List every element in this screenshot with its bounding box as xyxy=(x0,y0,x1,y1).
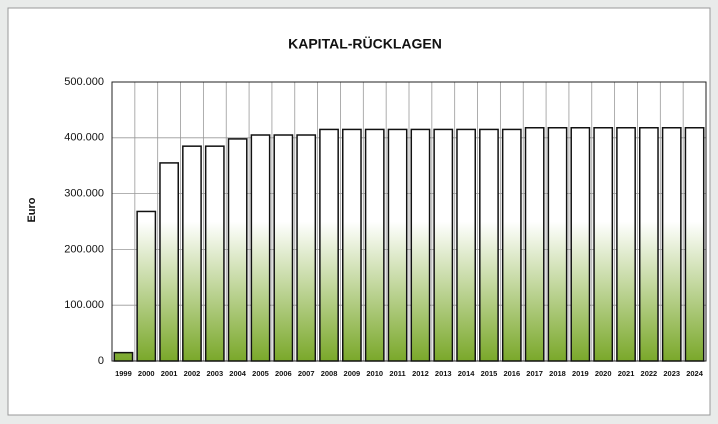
bar xyxy=(547,127,568,362)
x-tick-label: 2002 xyxy=(184,369,201,378)
bar xyxy=(159,162,180,362)
bar xyxy=(273,134,294,362)
x-tick-label: 2005 xyxy=(252,369,269,378)
x-tick-label: 2023 xyxy=(663,369,680,378)
bar xyxy=(570,127,591,362)
bar xyxy=(501,128,522,362)
x-tick-label: 2021 xyxy=(618,369,635,378)
bar xyxy=(593,127,614,362)
y-tick-label: 400.000 xyxy=(64,132,104,144)
x-tick-label: 2008 xyxy=(321,369,338,378)
x-tick-label: 2010 xyxy=(366,369,383,378)
bar xyxy=(638,127,659,362)
x-tick-label: 1999 xyxy=(115,369,132,378)
x-tick-label: 2006 xyxy=(275,369,292,378)
x-tick-label: 2009 xyxy=(344,369,361,378)
bar xyxy=(341,128,362,362)
bar xyxy=(296,134,317,362)
bar xyxy=(616,127,636,362)
x-tick-label: 2018 xyxy=(549,369,566,378)
bar xyxy=(410,128,431,362)
y-tick-label: 300.000 xyxy=(64,188,104,200)
x-tick-label: 2004 xyxy=(229,369,247,378)
bar xyxy=(433,128,454,362)
bar xyxy=(684,127,705,362)
bar xyxy=(524,127,545,362)
bar xyxy=(136,210,157,362)
bar xyxy=(661,127,682,362)
x-tick-label: 2003 xyxy=(206,369,223,378)
bar xyxy=(250,134,271,362)
bar xyxy=(113,351,134,362)
x-tick-label: 2015 xyxy=(481,369,498,378)
x-tick-label: 2011 xyxy=(389,369,405,378)
x-tick-label: 2012 xyxy=(412,369,429,378)
y-tick-label: 500.000 xyxy=(64,76,104,88)
bar xyxy=(182,145,202,362)
bar xyxy=(387,128,408,362)
bar xyxy=(479,128,499,362)
bar xyxy=(319,128,339,362)
bar xyxy=(204,145,225,362)
y-tick-label: 200.000 xyxy=(64,243,104,255)
chart-title: KAPITAL-RÜCKLAGEN xyxy=(288,36,442,52)
x-tick-label: 2000 xyxy=(138,369,155,378)
bar xyxy=(456,128,477,362)
bar xyxy=(364,128,385,362)
x-tick-label: 2019 xyxy=(572,369,589,378)
x-tick-label: 2016 xyxy=(503,369,520,378)
x-tick-label: 2022 xyxy=(641,369,658,378)
y-tick-label: 0 xyxy=(98,355,104,367)
x-tick-label: 2024 xyxy=(686,369,704,378)
x-tick-label: 2017 xyxy=(526,369,543,378)
y-axis-label: Euro xyxy=(26,197,38,222)
x-tick-label: 2001 xyxy=(161,369,178,378)
x-tick-label: 2013 xyxy=(435,369,452,378)
x-tick-label: 2014 xyxy=(458,369,476,378)
x-tick-label: 2007 xyxy=(298,369,315,378)
bar xyxy=(227,138,248,362)
y-tick-label: 100.000 xyxy=(64,299,104,311)
plot-border xyxy=(111,81,707,362)
x-tick-label: 2020 xyxy=(595,369,612,378)
